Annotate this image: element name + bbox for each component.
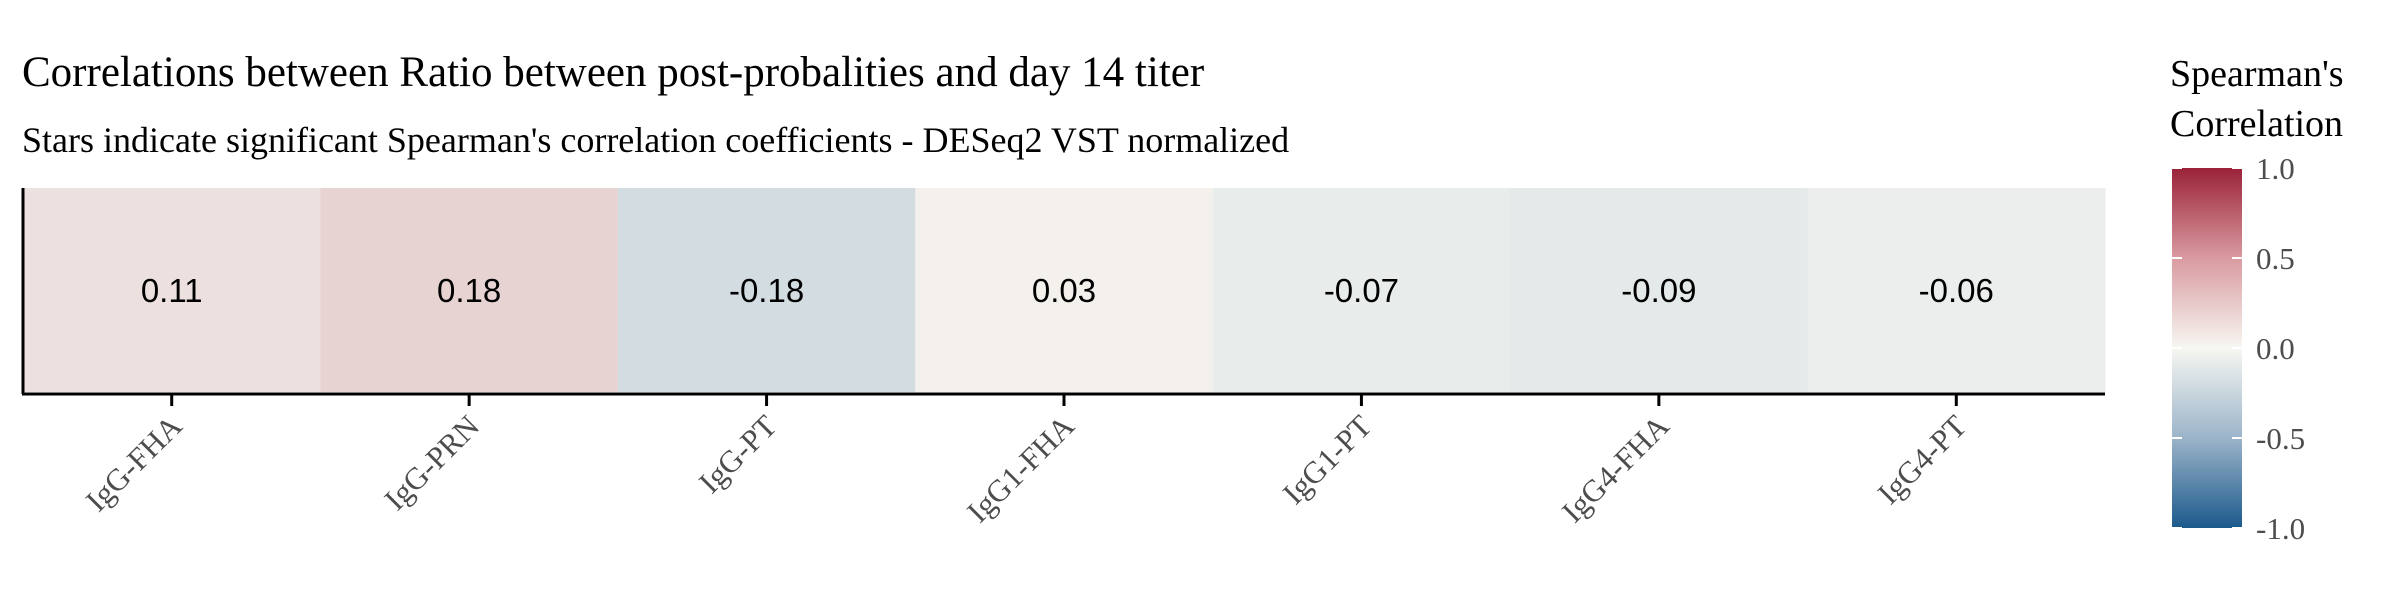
legend: Spearman's Correlation 1.0 0.5 0.0 -0.5 -1.0 xyxy=(2170,53,2344,546)
legend-tick-label: -0.5 xyxy=(2256,421,2305,456)
legend-tick-label: 1.0 xyxy=(2256,151,2295,186)
cell-value-label: 0.11 xyxy=(141,272,203,309)
cell-value-label: -0.09 xyxy=(1621,272,1696,309)
cell-value-label: -0.06 xyxy=(1919,272,1994,309)
x-axis-tick-label: IgG-FHA xyxy=(79,408,189,518)
legend-tick-label: 0.5 xyxy=(2256,241,2295,276)
x-axis-tick-label: IgG-PT xyxy=(692,408,784,500)
cell-value-label: -0.07 xyxy=(1324,272,1399,309)
chart-subtitle: Stars indicate significant Spearman's co… xyxy=(22,120,1289,160)
x-axis-tick-label: IgG-PRN xyxy=(377,408,486,517)
x-axis-tick-labels: IgG-FHA IgG-PRN IgG-PT IgG1-FHA IgG1-PT IgG4-… xyxy=(79,408,1974,529)
heatmap-cell xyxy=(617,188,916,392)
legend-ticks: 1.0 0.5 0.0 -0.5 -1.0 xyxy=(2172,151,2305,546)
x-axis-tick-label: IgG4-PT xyxy=(1871,408,1974,511)
heatmap-cell xyxy=(1510,188,1809,392)
heatmap-cell xyxy=(23,188,321,392)
legend-title-line-1: Spearman's xyxy=(2170,53,2344,95)
heatmap-cell xyxy=(1807,188,2106,392)
x-axis-tick-label: IgG4-FHA xyxy=(1555,408,1676,529)
cell-value-labels: 0.11 0.18 -0.18 0.03 -0.07 -0.09 -0.06 xyxy=(141,272,1994,309)
legend-colorbar xyxy=(2172,168,2242,528)
legend-title-line-2: Correlation xyxy=(2170,103,2343,145)
heatmap-cell xyxy=(1212,188,1511,392)
x-axis-ticks xyxy=(170,394,1958,406)
x-axis-tick-label: IgG1-PT xyxy=(1276,408,1379,511)
chart-title: Correlations between Ratio between post-… xyxy=(22,49,1204,96)
x-axis-tick-label: IgG1-FHA xyxy=(960,408,1081,529)
legend-tick-label: 0.0 xyxy=(2256,331,2295,366)
heatmap-cell xyxy=(320,188,619,392)
cell-value-label: -0.18 xyxy=(729,272,804,309)
cell-value-label: 0.18 xyxy=(437,272,501,309)
heatmap-cells xyxy=(23,188,2106,392)
cell-value-label: 0.03 xyxy=(1032,272,1096,309)
legend-tick-label: -1.0 xyxy=(2256,511,2305,546)
heatmap-cell xyxy=(915,188,1214,392)
